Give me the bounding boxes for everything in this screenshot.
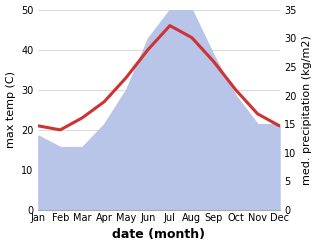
X-axis label: date (month): date (month) [113, 228, 205, 242]
Y-axis label: med. precipitation (kg/m2): med. precipitation (kg/m2) [302, 35, 313, 185]
Y-axis label: max temp (C): max temp (C) [5, 71, 16, 148]
